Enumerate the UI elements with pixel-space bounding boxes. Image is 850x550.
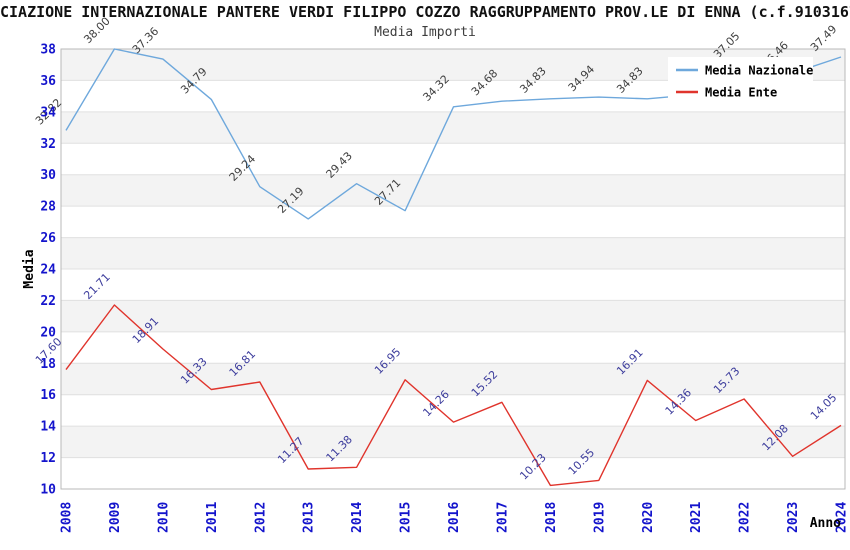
x-tick-label: 2011	[205, 502, 220, 533]
chart-title: CIAZIONE INTERNAZIONALE PANTERE VERDI FI…	[0, 3, 850, 21]
x-tick-label: 2014	[350, 502, 365, 533]
y-tick-label: 16	[40, 388, 56, 403]
y-tick-label: 28	[40, 200, 56, 215]
data-label: 14.05	[808, 391, 839, 422]
chart-subtitle: Media Importi	[374, 25, 476, 40]
legend-label-media-ente: Media Ente	[705, 86, 777, 100]
plot-border	[60, 48, 846, 490]
data-label: 38.00	[81, 15, 112, 46]
y-tick-label: 10	[40, 483, 56, 498]
legend-label-media-nazionale: Media Nazionale	[705, 64, 813, 78]
x-tick-label: 2008	[60, 502, 75, 533]
y-tick-label: 36	[40, 74, 56, 89]
y-tick-label: 34	[40, 105, 56, 120]
x-tick-label: 2009	[108, 502, 123, 533]
plot-band	[61, 363, 845, 395]
y-tick-label: 38	[40, 43, 56, 58]
x-axis-title: Anno	[810, 516, 841, 531]
x-tick-label: 2016	[447, 502, 462, 533]
x-tick-label: 2022	[738, 502, 753, 533]
legend-box	[668, 57, 813, 102]
x-tick-label: 2024	[835, 502, 850, 533]
x-tick-label: 2018	[544, 502, 559, 533]
x-tick-label: 2020	[641, 502, 656, 533]
x-tick-label: 2013	[302, 502, 317, 533]
y-axis-title: Media	[22, 249, 37, 288]
y-tick-label: 18	[40, 357, 56, 372]
plot-band	[61, 237, 845, 269]
y-tick-label: 26	[40, 231, 56, 246]
x-tick-label: 2023	[786, 502, 801, 533]
y-tick-label: 12	[40, 451, 56, 466]
series-line-media-ente	[65, 304, 842, 487]
data-label: 21.71	[81, 271, 112, 302]
y-tick-label: 14	[40, 420, 56, 435]
plot-band	[61, 174, 845, 207]
x-tick-label: 2019	[592, 502, 607, 533]
plot-band	[61, 111, 845, 144]
x-tick-label: 2015	[399, 502, 414, 533]
y-tick-label: 20	[40, 325, 56, 340]
x-tick-label: 2021	[689, 502, 704, 533]
y-tick-label: 32	[40, 137, 56, 152]
y-tick-label: 30	[40, 168, 56, 183]
x-tick-label: 2012	[253, 502, 268, 533]
y-tick-label: 22	[40, 294, 56, 309]
plot-band	[61, 300, 845, 332]
x-tick-label: 2010	[156, 502, 171, 533]
plot-band	[61, 426, 845, 458]
y-tick-label: 24	[40, 263, 56, 278]
legend: Media Nazionale Media Ente	[668, 57, 813, 102]
x-tick-label: 2017	[495, 502, 510, 533]
